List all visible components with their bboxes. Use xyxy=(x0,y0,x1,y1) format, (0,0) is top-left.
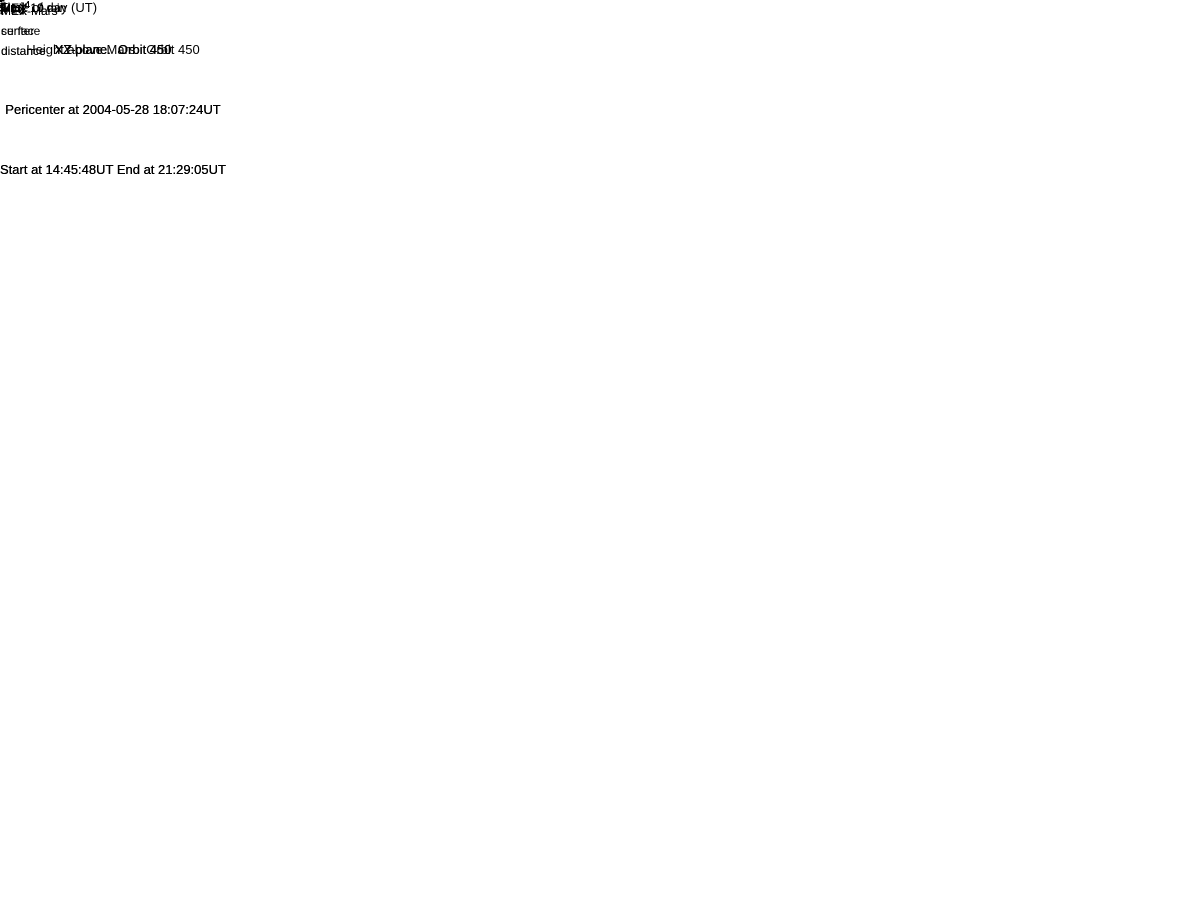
title-line: Start at 14:45:48UT End at 21:29:05UT xyxy=(0,162,226,177)
title-line: YZ-plane. Orbit 450 xyxy=(54,42,172,57)
x-axis-label: [km] xyxy=(0,0,25,15)
plot-title-height: Height above Mars. Orbit 450 Pericenter … xyxy=(0,0,226,220)
title-line: Height above Mars. Orbit 450 xyxy=(26,42,200,57)
title-line: Pericenter at 2004-05-28 18:07:24UT xyxy=(5,102,221,117)
title-line: Start at 14:45:48UT End at 21:29:05UT xyxy=(0,162,226,177)
title-line: Pericenter at 2004-05-28 18:07:24UT xyxy=(5,102,221,117)
title-line: Pericenter at 2004-05-28 18:07:24UT xyxy=(5,102,221,117)
legend-box-height: MEX-Mars center distance MEX-Mars surfac… xyxy=(0,0,58,58)
x-axis-label: [km] xyxy=(0,0,25,15)
title-line: Start at 14:45:48UT End at 21:29:05UT xyxy=(0,162,226,177)
title-line: Pericenter at 2004-05-28 18:07:24UT xyxy=(5,102,221,117)
x-axis-exponent: x 104 xyxy=(0,0,31,17)
title-line: Start at 14:45:48UT End at 21:29:05UT xyxy=(0,162,226,177)
legend-label: MEX 10 min xyxy=(1,1,67,15)
legend-box-xy: MEX 10 min xyxy=(0,0,66,15)
legend-label-surface-distance: MEX-Mars surface distance xyxy=(1,4,58,58)
legend-box-xz: MEX 10 min xyxy=(0,0,66,15)
legend-label: MEX 10 min xyxy=(1,1,67,15)
y-axis-exponent: x 104 xyxy=(0,0,31,17)
legend-box-yz: MEX 10 min xyxy=(0,0,66,15)
legend-label: MEX 10 min xyxy=(1,1,67,15)
plot-title-xz: XZ-plane. Orbit 450 Pericenter at 2004-0… xyxy=(0,0,226,220)
plot-title-xy: XY-plane. Orbit 450 Pericenter at 2004-0… xyxy=(0,0,226,220)
title-line: XZ-plane. Orbit 450 xyxy=(54,42,172,57)
y-axis-exponent: x 104 xyxy=(0,0,31,17)
legend-label-center-distance: MEX-Mars center distance xyxy=(1,4,58,58)
x-axis-label: Time of day (UT) xyxy=(0,0,98,15)
plot-title-yz: YZ-plane. Orbit 450 Pericenter at 2004-0… xyxy=(0,0,226,220)
x-axis-label: [km] xyxy=(0,0,25,15)
title-line: XY-plane. Orbit 450 xyxy=(54,42,172,57)
x-axis-exponent: x 104 xyxy=(0,0,31,17)
